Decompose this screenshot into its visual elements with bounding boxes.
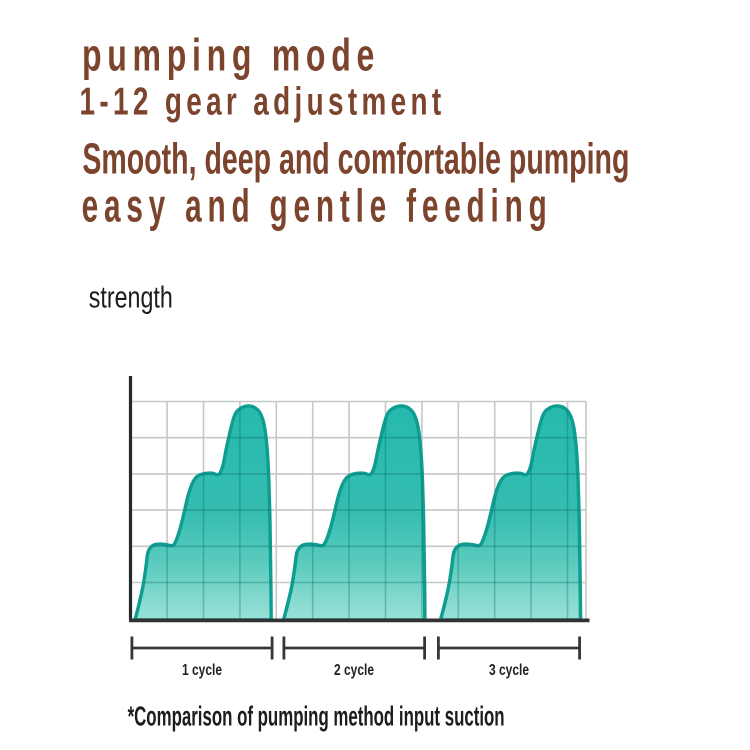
svg-text:1-12 gear adjustment: 1-12 gear adjustment xyxy=(80,81,446,124)
svg-text:2 cycle: 2 cycle xyxy=(334,662,374,679)
svg-text:Smooth, deep and comfortable p: Smooth, deep and comfortable pumping xyxy=(82,134,629,183)
svg-text:easy and gentle feeding: easy and gentle feeding xyxy=(82,179,553,231)
svg-text:3 cycle: 3 cycle xyxy=(489,662,529,679)
svg-text:strength: strength xyxy=(89,280,173,315)
svg-text:1 cycle: 1 cycle xyxy=(182,662,222,679)
svg-text:pumping mode: pumping mode xyxy=(82,30,380,81)
svg-text:*Comparison of pumping method: *Comparison of pumping method input suct… xyxy=(128,701,505,732)
